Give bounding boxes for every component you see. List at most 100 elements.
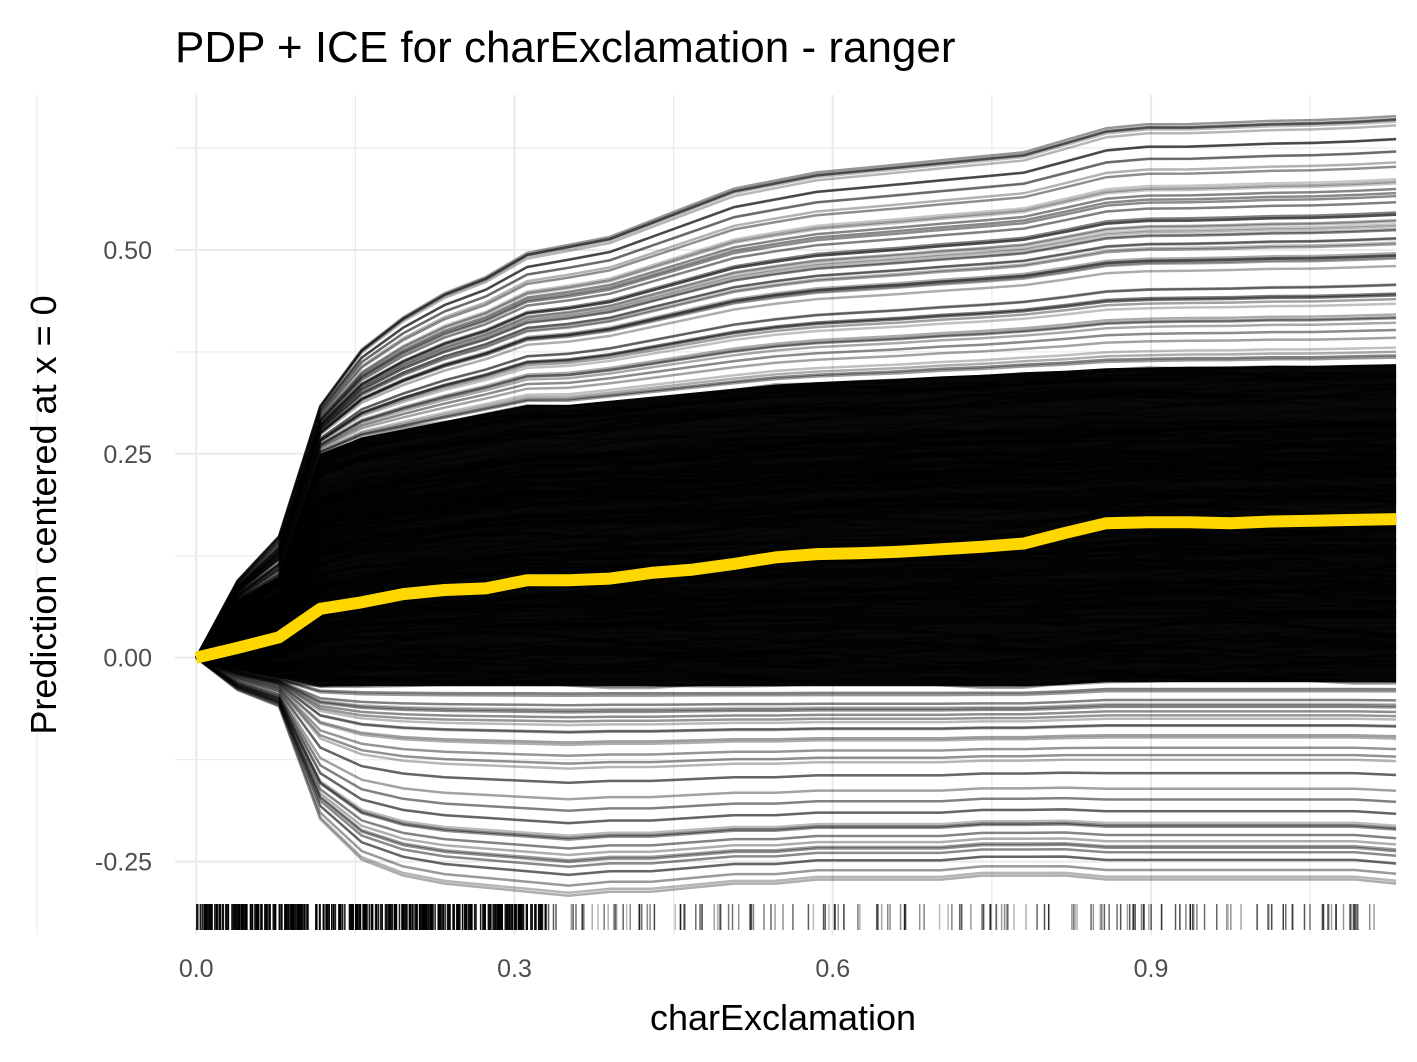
ice-curve xyxy=(195,656,1397,695)
ice-curve xyxy=(195,218,1397,659)
ice-curve xyxy=(195,656,1397,727)
ice-curve xyxy=(195,237,1397,659)
ice-curve xyxy=(195,120,1397,659)
ice-curve xyxy=(195,656,1397,887)
chart-title: PDP + ICE for charExclamation - ranger xyxy=(175,23,956,72)
ice-curve xyxy=(195,356,1397,659)
ice-curve xyxy=(195,656,1397,714)
y-tick-label: 0.00 xyxy=(103,645,152,673)
ice-curve xyxy=(195,656,1397,825)
ice-curves xyxy=(195,114,1397,897)
ice-dense-band xyxy=(196,364,1397,687)
ice-curve xyxy=(195,254,1397,659)
ice-curve xyxy=(195,187,1397,659)
ice-curve xyxy=(195,656,1397,770)
ice-curve xyxy=(195,317,1397,659)
y-tick-label: 0.50 xyxy=(103,237,152,265)
y-tick-label: 0.25 xyxy=(103,441,152,469)
ice-curve xyxy=(195,191,1397,659)
ice-curve xyxy=(195,292,1397,659)
y-tick-label: -0.25 xyxy=(95,849,152,877)
ice-curve xyxy=(195,656,1397,719)
ice-curve xyxy=(195,346,1397,659)
x-tick-label: 0.0 xyxy=(179,955,214,983)
ice-curve xyxy=(195,257,1397,659)
ice-curve xyxy=(195,150,1397,659)
ice-curve xyxy=(195,656,1397,840)
ice-curve xyxy=(195,656,1397,864)
ice-curve xyxy=(195,302,1397,659)
ice-curve xyxy=(195,656,1397,785)
ice-curve xyxy=(195,252,1397,659)
ice-curve xyxy=(195,656,1397,734)
ice-curve xyxy=(195,656,1397,869)
ice-curve xyxy=(195,177,1397,659)
ice-curve xyxy=(195,118,1397,659)
ice-curve xyxy=(195,297,1397,659)
ice-curve xyxy=(195,180,1397,659)
ice-curve xyxy=(195,656,1397,723)
ice-curve xyxy=(195,656,1397,857)
ice-curve xyxy=(195,165,1397,659)
ice-curve xyxy=(195,656,1397,758)
ice-curve xyxy=(195,224,1397,659)
pdp-line xyxy=(194,513,1397,664)
ice-curve xyxy=(195,294,1397,659)
ice-curve xyxy=(195,656,1397,747)
ice-curve xyxy=(195,211,1397,659)
ice-curve xyxy=(195,656,1397,734)
ice-curve xyxy=(195,182,1397,659)
ice-curve xyxy=(195,656,1397,785)
ice-curve xyxy=(195,656,1397,825)
x-axis-label: charExclamation xyxy=(650,997,916,1038)
ice-curve xyxy=(195,656,1397,877)
x-tick-label: 0.6 xyxy=(815,955,850,983)
ice-curve xyxy=(195,316,1397,659)
ice-curve xyxy=(195,237,1397,659)
ice-curve xyxy=(195,656,1397,801)
ice-curve xyxy=(195,241,1397,659)
ice-curve xyxy=(195,656,1397,895)
ice-curve xyxy=(195,137,1397,659)
ice-curve xyxy=(195,256,1397,659)
rug-marks xyxy=(196,904,1375,930)
ice-curve xyxy=(195,242,1397,659)
ice-curve xyxy=(195,283,1397,659)
y-axis-label: Prediction centered at x = 0 xyxy=(23,295,64,734)
ice-curve xyxy=(195,656,1397,707)
ice-curve xyxy=(195,328,1397,659)
ice-curve xyxy=(195,161,1397,659)
ice-curve xyxy=(195,220,1397,659)
pdp-curve xyxy=(194,513,1397,664)
ice-curve xyxy=(195,124,1397,659)
ice-curve xyxy=(195,292,1397,659)
ice-curve xyxy=(195,656,1397,837)
ice-curve xyxy=(195,150,1397,659)
ice-curve xyxy=(195,656,1397,862)
ice-curve xyxy=(195,656,1397,841)
ice-curve xyxy=(195,117,1397,659)
ice-curve xyxy=(195,656,1397,712)
ice-curve xyxy=(195,228,1397,659)
ice-curve xyxy=(195,293,1397,659)
ice-curve xyxy=(195,194,1397,659)
ice-curve xyxy=(195,656,1397,765)
ice-curve xyxy=(195,656,1397,897)
ice-curve xyxy=(195,222,1397,659)
ice-curve xyxy=(195,227,1397,659)
ice-curve xyxy=(195,354,1397,659)
ice-curve xyxy=(195,656,1397,698)
ice-curve xyxy=(195,321,1397,659)
ice-curve xyxy=(195,114,1397,659)
ice-curve xyxy=(195,313,1397,659)
ice-curve xyxy=(195,283,1397,659)
ice-curve xyxy=(195,656,1397,850)
x-tick-label: 0.3 xyxy=(497,955,532,983)
ice-curve xyxy=(195,200,1397,659)
ice-curve xyxy=(195,656,1397,744)
ice-curve xyxy=(195,253,1397,659)
ice-curve xyxy=(195,336,1397,659)
ice-curve xyxy=(195,656,1397,813)
